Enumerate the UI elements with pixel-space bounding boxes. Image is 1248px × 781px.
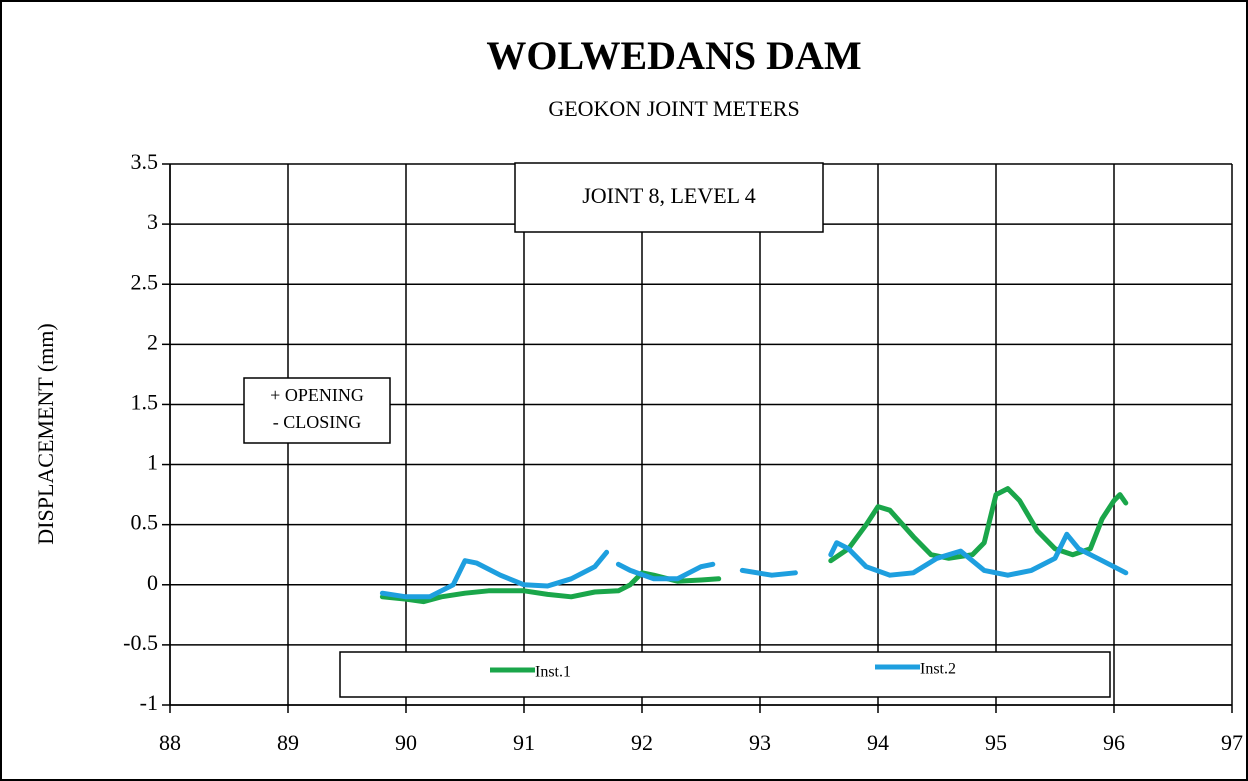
annotation: JOINT 8, LEVEL 4 xyxy=(582,183,756,208)
annotation: + OPENING xyxy=(270,385,364,405)
x-tick-label: 90 xyxy=(395,730,417,755)
y-tick-label: 0 xyxy=(147,570,158,595)
y-tick-label: 1 xyxy=(147,450,158,475)
lines xyxy=(379,486,1129,605)
x-tick-label: 89 xyxy=(277,730,299,755)
annotation-box xyxy=(514,162,824,233)
data-line xyxy=(379,531,1129,600)
x-tick-label: 93 xyxy=(749,730,771,755)
legend-label: Inst.1 xyxy=(535,664,571,681)
annotation: - CLOSING xyxy=(273,412,362,432)
y-tick-label: 1.5 xyxy=(131,389,159,414)
y-tick-label: 2.5 xyxy=(131,269,159,294)
annotation-box xyxy=(243,377,391,444)
x-tick-label: 95 xyxy=(985,730,1007,755)
legend xyxy=(339,651,1111,698)
y-tick-label: 0.5 xyxy=(131,510,159,535)
y-tick-label: 3.5 xyxy=(131,149,159,174)
chart-subtitle: GEOKON JOINT METERS xyxy=(548,96,799,121)
x-tick-label: 96 xyxy=(1103,730,1125,755)
y-tick-label: 3 xyxy=(147,209,158,234)
x-tick-label: 92 xyxy=(631,730,653,755)
chart-title: WOLWEDANS DAM xyxy=(486,33,861,78)
y-tick-label: -0.5 xyxy=(123,630,158,655)
legend-label: Inst.2 xyxy=(920,661,956,678)
legend-entries: Inst.1 Inst.2 xyxy=(490,661,956,681)
y-tick-label: -1 xyxy=(140,690,158,715)
x-tick-label: 97 xyxy=(1221,730,1243,755)
y-tick-label: 2 xyxy=(147,329,158,354)
x-tick-label: 91 xyxy=(513,730,535,755)
x-tick-label: 88 xyxy=(159,730,181,755)
y-axis-label: DISPLACEMENT (mm) xyxy=(33,323,58,544)
x-tick-label: 94 xyxy=(867,730,889,755)
